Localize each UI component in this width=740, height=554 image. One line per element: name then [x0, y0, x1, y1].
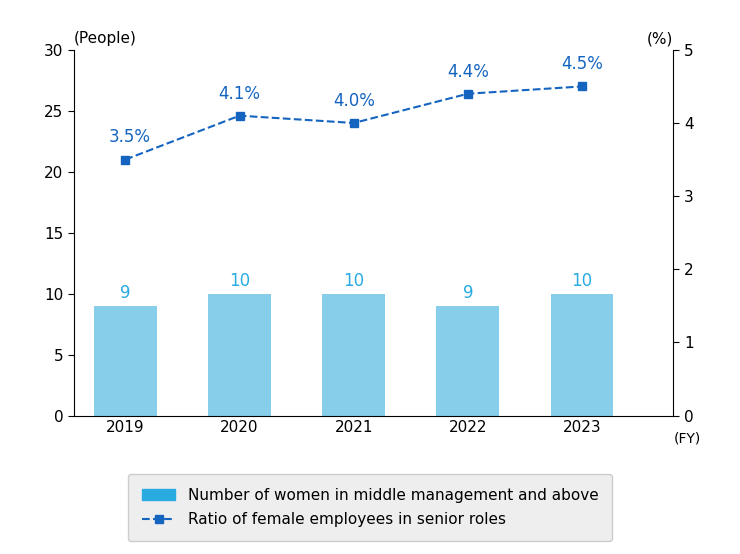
- Legend: Number of women in middle management and above, Ratio of female employees in sen: Number of women in middle management and…: [128, 474, 612, 541]
- Text: (%): (%): [647, 31, 673, 46]
- Text: 4.5%: 4.5%: [561, 55, 603, 73]
- Text: (FY): (FY): [673, 432, 701, 446]
- Text: 9: 9: [462, 284, 473, 302]
- Text: 10: 10: [229, 272, 250, 290]
- Bar: [94, 306, 157, 416]
- Bar: [437, 306, 500, 416]
- Bar: [551, 294, 613, 416]
- Text: (People): (People): [74, 31, 137, 46]
- Text: 10: 10: [571, 272, 593, 290]
- Text: 9: 9: [120, 284, 131, 302]
- Bar: [323, 294, 385, 416]
- Text: 3.5%: 3.5%: [108, 129, 150, 146]
- Bar: [208, 294, 271, 416]
- Text: 4.0%: 4.0%: [333, 92, 374, 110]
- Text: 10: 10: [343, 272, 364, 290]
- Text: 4.4%: 4.4%: [447, 63, 489, 80]
- Text: 4.1%: 4.1%: [218, 85, 260, 102]
